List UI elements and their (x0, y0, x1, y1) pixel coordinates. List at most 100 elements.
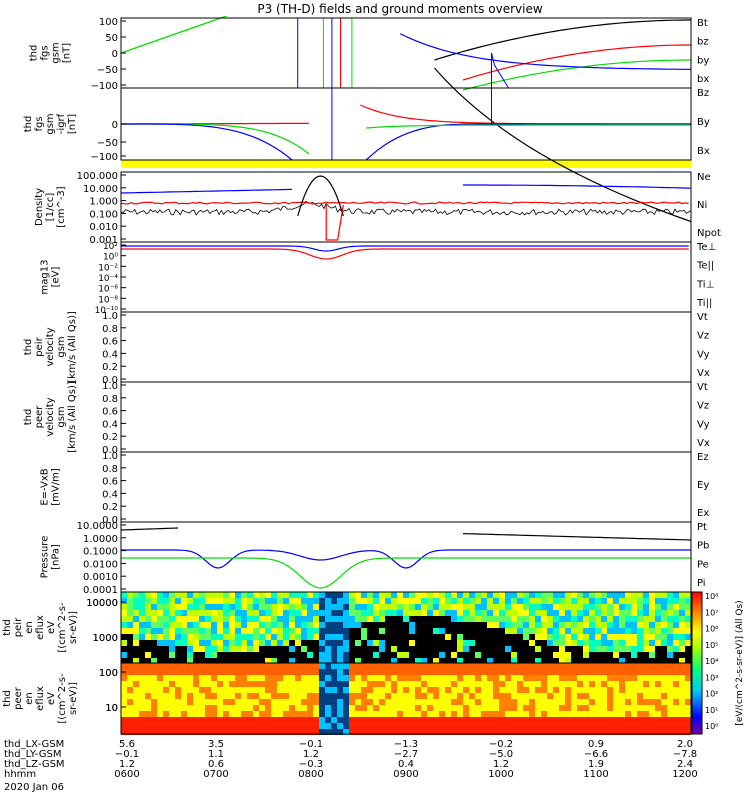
trace-fgs-by (462, 59, 691, 91)
panel-peer-en: thdpeerenefluxeV[(cm^2-s-sr-eV)] 10000 100… (2, 598, 118, 724)
panel-peer-vel-ytick: 0.2 (102, 432, 118, 443)
panel-fgs: thdfgsgsm[nT] 100 50 0 −50 −100 Bt bz by bx (29, 17, 710, 92)
panel-peer-vel-frame (120, 381, 692, 453)
spectrogram-peer (121, 663, 691, 735)
colorbar-tick: 10⁷ (705, 608, 718, 617)
panel-fgs-frame (120, 17, 692, 89)
panel-temp-ytick: 10⁰ (103, 253, 118, 263)
trace-density-Ne (120, 201, 689, 205)
panel-peir-vel: thdpeirvelocitygsm[km/s (All Qs)] 1.0 0.8 0… (23, 311, 710, 386)
panel-temp-ytick: 10⁻⁴ (98, 274, 118, 284)
panel-peer-vel-ytick: 1.0 (102, 381, 118, 392)
xaxis-value: 1.2 (303, 749, 319, 760)
trace-fgs-Bt-tail (434, 19, 691, 61)
panel-density-ytick: 0.010 (89, 222, 118, 233)
xaxis-value: 0700 (203, 769, 228, 780)
xaxis-value: 0.9 (588, 739, 604, 750)
legend-temp-0: Te⊥ (696, 242, 716, 253)
trace-igrf-By (121, 123, 310, 155)
panel-fgs-ytick: 0 (112, 49, 118, 60)
colorbar-tick: 10¹ (705, 706, 718, 715)
colorbar-label: [eV/(cm^2-s-sr-eV)] (All Qs) (735, 600, 745, 725)
legend-temp-2: Ti⊥ (696, 279, 714, 290)
panel-temp-ytick: 10⁻⁸ (98, 295, 118, 305)
panel-fgs-ytick: −50 (97, 65, 118, 76)
spectrogram-peir (121, 592, 691, 664)
panel-fgs-ytick: 50 (105, 33, 118, 44)
trace-density-Npot (120, 188, 293, 194)
xaxis-value: 1.2 (119, 759, 135, 770)
panel-peir-en-ytick: 10000 (86, 598, 118, 609)
colorbar-tick: 10⁵ (705, 641, 718, 650)
panel-pressure-frame (120, 521, 692, 593)
panel-peir-vel-ytick: 0.0 (102, 375, 118, 386)
legend-peir-vel-3: Vx (697, 368, 710, 379)
trace-pressure-Pi (121, 549, 691, 569)
xaxis-value: 0600 (114, 769, 139, 780)
panel-peer-en-frame (120, 662, 692, 735)
xaxis-value: 0.6 (208, 759, 224, 770)
panel-efield-ytick: 0.0 (102, 515, 118, 526)
legend-density-1: Ni (697, 200, 707, 211)
panel-peir-en-ytick: 1000 (93, 633, 118, 644)
panel-pressure: Pressure[nPa] 10.0000 1.0000 0.10000.0100 0.… (40, 521, 710, 596)
panel-pressure-ytick: 0.0001 (83, 585, 118, 596)
trace-igrf-Bx-after (365, 123, 691, 161)
panel-peer-en-ytick: 10000 (86, 598, 118, 609)
trace-density-Ni (120, 200, 692, 216)
panel-peer-vel: thdpeervelocitygsm[km/s (All Qs)] 1.0 0.8 0… (23, 381, 710, 456)
panel-efield-frame (120, 451, 692, 523)
trace-fgs-bx-spike (491, 52, 510, 89)
trace-density-dip (325, 204, 344, 241)
xaxis-value: 0900 (393, 769, 418, 780)
panel-density-ytick: 1.000 (89, 197, 118, 208)
xaxis-value: 5.6 (119, 739, 135, 750)
trace-fgs-bz (462, 44, 691, 81)
xaxis-row-label: thd_LY-GSM (4, 749, 61, 760)
panel-efield-ytick: 0.6 (102, 477, 118, 488)
panel-pressure-ytick: 1.0000 (83, 534, 118, 545)
legend-efield-2: Ex (697, 508, 709, 519)
trace-igrf-Bz-after (360, 104, 691, 125)
panel-fgs-igrf-ytick: 0 (112, 120, 118, 131)
panel-fgs-igrf-ylabel: thdfgsgsm-igrf[nT] (23, 113, 78, 134)
panel-density-frame (120, 171, 692, 243)
panel-temp-ytick: 10⁻¹⁰ (95, 306, 119, 316)
xaxis-value: 1.2 (493, 759, 509, 770)
panel-peir-en: thdpeirenefluxeV[(cm^2-s-sr-eV)] 10000 100… (2, 598, 118, 714)
legend-fgs-1: bz (697, 37, 709, 48)
legend-peir-vel-1: Vz (697, 331, 709, 342)
xaxis-value: −0.3 (299, 759, 323, 770)
legend-fgs-igrf-0: Bz (697, 88, 709, 99)
colorbar-tick: 10⁰ (705, 722, 718, 731)
xaxis-row-label: hhmm (4, 769, 36, 780)
panel-efield: E=-VxB[mV/m] 1.0 0.8 0.60.4 0.2 0.0 Ez Ey Ex (40, 451, 710, 526)
colorbar-tick: 10⁶ (705, 625, 718, 634)
colorbar-tick: 10⁸ (705, 592, 718, 601)
panel-peer-en-ytick: 10 (105, 703, 118, 714)
panel-density-ytick: 0.001 (89, 235, 118, 246)
legend-peer-vel-3: Vx (697, 438, 710, 449)
panel-efield-ytick: 0.8 (102, 464, 118, 475)
legend-efield-0: Ez (697, 452, 709, 463)
panel-temp-ytick: 10⁻² (98, 263, 118, 273)
panel-pressure-ytick: 10.0000 (77, 521, 118, 532)
trace-pressure-Pe (121, 557, 691, 589)
xaxis-value: −7.8 (673, 749, 697, 760)
xaxis-value: 1.9 (588, 759, 604, 770)
legend-density-2: Npot (697, 228, 721, 239)
trace-fgs-Bt (434, 67, 692, 223)
panel-density-ytick: 100.000 (77, 171, 118, 182)
xaxis-value: 1000 (488, 769, 513, 780)
colorbar-tick: 10² (705, 690, 718, 699)
panel-peir-vel-frame (120, 311, 692, 383)
panel-fgs-ytick: −100 (91, 81, 118, 92)
xaxis-value: −5.0 (489, 749, 513, 760)
legend-fgs-igrf-1: By (697, 117, 710, 128)
data-flag-bar (121, 160, 691, 168)
panel-peer-vel-ylabel: thdpeervelocitygsm[km/s (All Qs)] (23, 381, 78, 453)
xaxis-value: 2.0 (677, 739, 693, 750)
panel-peer-vel-ytick: 0.0 (102, 445, 118, 456)
xaxis-value: 0800 (298, 769, 323, 780)
